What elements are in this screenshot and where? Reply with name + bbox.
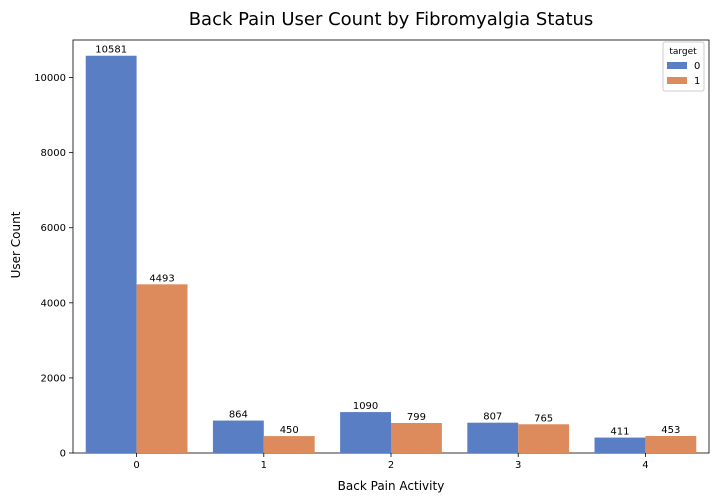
bar-label-series-0-cat-1: 864 [229,410,248,421]
bar-labels: 10581 864 1090 807 411 4493 450 799 765 453 [95,45,680,438]
bar-series-0-cat-4 [594,437,646,453]
bar-series-0-cat-0 [85,55,137,454]
bar-label-series-0-cat-0: 10581 [95,45,127,56]
bar-series-1-cat-2 [391,423,442,453]
chart-title: Back Pain User Count by Fibromyalgia Sta… [189,9,594,30]
y-tick-label-2000: 2000 [41,373,66,384]
y-tick-label-10000: 10000 [34,73,66,84]
bar-label-series-0-cat-3: 807 [483,412,502,423]
bar-label-series-0-cat-4: 411 [610,427,629,438]
x-tick-label-1: 1 [261,460,267,471]
x-axis-label: Back Pain Activity [338,479,445,493]
bar-series-1-cat-0 [136,284,188,453]
y-tick-label-8000: 8000 [41,148,66,159]
x-tick-label-3: 3 [515,460,521,471]
legend-label-0: 0 [694,61,700,72]
x-tick-label-0: 0 [133,460,139,471]
bar-series-0-cat-3 [467,422,519,453]
legend-label-1: 1 [694,76,700,87]
bar-series-1-cat-1 [263,436,315,453]
y-axis-label: User Count [9,211,23,278]
bar-series-0-cat-2 [340,412,391,453]
bar-label-series-1-cat-0: 4493 [149,273,174,284]
y-tick-label-0: 0 [60,449,66,460]
x-axis-ticks: 0 1 2 3 4 [133,453,649,471]
legend-title: target [669,47,697,57]
legend-swatch-0 [667,62,687,69]
x-tick-label-2: 2 [388,460,394,471]
bar-label-series-1-cat-2: 799 [407,412,426,423]
bars [85,55,697,454]
y-tick-label-6000: 6000 [41,223,66,234]
bar-label-series-0-cat-2: 1090 [353,401,378,412]
legend: target 0 1 [662,41,705,92]
bar-series-0-cat-1 [212,420,264,453]
bar-series-1-cat-3 [518,424,570,453]
bar-label-series-1-cat-4: 453 [661,425,680,436]
bar-series-1-cat-4 [645,435,697,453]
y-tick-label-4000: 4000 [41,298,66,309]
y-axis-ticks: 0 2000 4000 6000 8000 10000 [34,73,73,460]
legend-swatch-1 [667,77,687,84]
x-tick-label-4: 4 [642,460,648,471]
bar-label-series-1-cat-1: 450 [280,425,299,436]
bar-label-series-1-cat-3: 765 [534,413,553,424]
